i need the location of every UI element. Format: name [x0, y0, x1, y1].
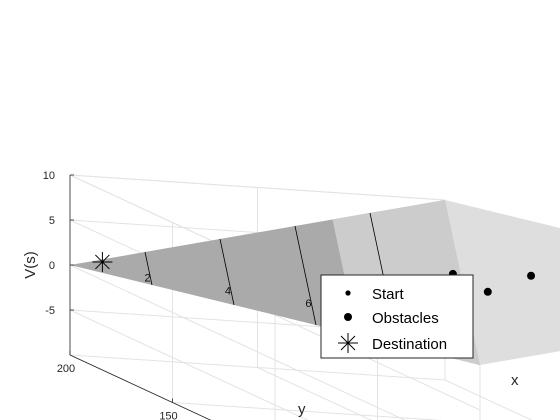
contour-label: 6 [305, 298, 311, 310]
z-axis-label: V(s) [22, 251, 39, 279]
grid-line-x-floor [257, 367, 372, 420]
contour-line [294, 225, 317, 326]
destination-marker [92, 251, 113, 272]
obstacle-marker [527, 271, 536, 280]
x-axis-label: x [511, 372, 519, 389]
y-axis-label: y [298, 401, 306, 418]
grid-line-z-wall [69, 264, 406, 420]
contour-line [219, 238, 235, 306]
grid-line-y-floor [172, 402, 443, 420]
grid-line-z-wall [69, 309, 309, 420]
z-tick-label: 0 [49, 260, 55, 272]
contour-line [144, 251, 153, 286]
legend-start-label: Start [372, 286, 405, 303]
legend-obstacles-label: Obstacles [372, 310, 439, 327]
legend-destination-marker [338, 333, 358, 353]
surface-positive-region [445, 200, 560, 365]
legend-obstacles-marker [344, 313, 352, 321]
legend-start-marker [345, 290, 351, 296]
obstacle-marker [483, 287, 492, 296]
grid-line-x-floor [444, 379, 533, 420]
y-tick-label: 150 [159, 411, 177, 420]
z-tick-label: -5 [45, 305, 55, 317]
contour-label: 2 [144, 273, 150, 285]
y-axis-line [69, 354, 212, 420]
legend-destination-label: Destination [372, 336, 447, 353]
z-tick-label: 10 [43, 170, 55, 182]
grid-line-y-floor [69, 354, 446, 381]
z-tick-label: 5 [49, 215, 55, 227]
legend: Start Obstacles Destination [320, 274, 474, 359]
y-tick-label: 200 [57, 363, 75, 375]
contour-label: 4 [225, 285, 231, 297]
